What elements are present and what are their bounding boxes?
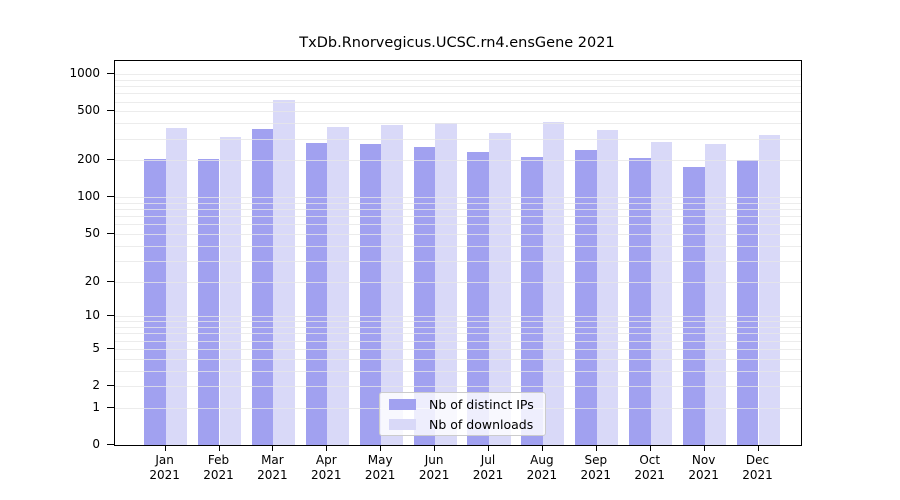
y-tick-label: 200 bbox=[77, 152, 100, 167]
y-axis-tick bbox=[107, 280, 114, 282]
y-tick-label: 500 bbox=[77, 103, 100, 118]
gridline bbox=[115, 79, 801, 81]
x-axis-label: Jul 2021 bbox=[472, 453, 504, 482]
gridline bbox=[115, 74, 801, 76]
bar-downloads bbox=[273, 99, 295, 445]
bar-downloads bbox=[758, 135, 781, 445]
x-axis-tick bbox=[326, 445, 328, 451]
bar-distinct-ips bbox=[575, 150, 597, 445]
y-axis-tick bbox=[107, 232, 114, 234]
bar-distinct-ips bbox=[305, 143, 328, 445]
y-tick-label: 1000 bbox=[69, 66, 100, 81]
x-axis-label: Nov 2021 bbox=[688, 453, 719, 482]
x-axis-tick bbox=[595, 445, 597, 451]
bar-distinct-ips bbox=[521, 157, 543, 445]
x-axis-tick bbox=[218, 445, 220, 451]
x-axis-label: Apr 2021 bbox=[311, 453, 342, 482]
y-tick-label: 0 bbox=[92, 437, 100, 451]
bar-distinct-ips bbox=[736, 160, 759, 445]
x-axis-label: Mar 2021 bbox=[257, 453, 288, 482]
bar-downloads bbox=[327, 127, 349, 445]
x-axis-tick bbox=[380, 445, 382, 451]
x-axis-tick bbox=[703, 445, 705, 451]
legend-label-distinct-ips: Nb of distinct IPs bbox=[429, 396, 534, 412]
y-tick-label: 20 bbox=[84, 273, 100, 288]
bar-downloads bbox=[596, 130, 619, 445]
legend-swatch-distinct-ips bbox=[389, 398, 416, 410]
y-axis-tick bbox=[107, 444, 114, 445]
x-axis-label: Oct 2021 bbox=[634, 453, 665, 482]
y-axis-tick bbox=[107, 406, 114, 408]
y-axis-tick bbox=[107, 159, 114, 161]
bar-downloads bbox=[542, 122, 565, 445]
x-axis-label: Jan 2021 bbox=[149, 453, 180, 482]
y-tick-label: 50 bbox=[84, 225, 100, 240]
x-axis-label: Sep 2021 bbox=[580, 453, 612, 482]
bar-distinct-ips bbox=[683, 166, 705, 445]
legend-item-downloads: Nb of downloads bbox=[389, 417, 545, 432]
legend-swatch-downloads bbox=[389, 418, 416, 430]
y-axis-tick bbox=[107, 73, 114, 75]
gridline bbox=[115, 101, 801, 103]
x-axis-label: Feb 2021 bbox=[203, 453, 234, 482]
gridline bbox=[115, 123, 801, 125]
bar-downloads bbox=[219, 136, 242, 445]
bar-distinct-ips bbox=[629, 158, 651, 445]
bar-distinct-ips bbox=[197, 159, 220, 445]
y-tick-label: 10 bbox=[84, 308, 100, 323]
bar-downloads bbox=[704, 143, 727, 445]
legend-label-downloads: Nb of downloads bbox=[429, 416, 534, 432]
y-axis-tick bbox=[107, 385, 114, 387]
bar-distinct-ips bbox=[144, 159, 166, 445]
y-axis-tick bbox=[107, 347, 114, 349]
x-axis-tick bbox=[164, 445, 166, 451]
x-axis-tick bbox=[488, 445, 489, 451]
gridline bbox=[115, 93, 801, 95]
x-axis-tick bbox=[757, 445, 759, 451]
x-axis-label: May 2021 bbox=[364, 453, 396, 482]
bar-distinct-ips bbox=[359, 144, 382, 445]
y-tick-label: 100 bbox=[77, 189, 100, 204]
bar-downloads bbox=[381, 124, 403, 445]
y-axis-tick bbox=[107, 315, 114, 317]
legend-item-distinct-ips: Nb of distinct IPs bbox=[389, 397, 545, 412]
plot-area: Nb of distinct IPs Nb of downloads bbox=[114, 60, 802, 446]
x-axis-tick bbox=[541, 445, 543, 451]
y-tick-label: 1 bbox=[92, 399, 100, 414]
bar-downloads bbox=[650, 141, 673, 445]
gridline bbox=[115, 111, 801, 113]
bar-distinct-ips bbox=[413, 147, 436, 445]
x-axis-label: Dec 2021 bbox=[742, 453, 773, 482]
bar-distinct-ips bbox=[251, 128, 274, 445]
x-axis-label: Aug 2021 bbox=[526, 453, 558, 482]
y-axis-tick bbox=[107, 196, 114, 198]
y-axis-tick bbox=[107, 110, 114, 112]
x-axis-label: Jun 2021 bbox=[418, 453, 450, 482]
bar-downloads bbox=[489, 133, 511, 445]
chart-title: TxDb.Rnorvegicus.UCSC.rn4.ensGene 2021 bbox=[299, 35, 615, 51]
y-tick-label: 5 bbox=[92, 340, 100, 355]
y-tick-label: 2 bbox=[92, 378, 100, 393]
x-axis-tick bbox=[434, 445, 436, 451]
bar-downloads bbox=[165, 127, 188, 445]
x-axis-tick bbox=[649, 445, 651, 451]
legend: Nb of distinct IPs Nb of downloads bbox=[379, 392, 546, 436]
gridline bbox=[115, 138, 801, 140]
x-axis-tick bbox=[272, 445, 274, 451]
gridline bbox=[115, 86, 801, 88]
